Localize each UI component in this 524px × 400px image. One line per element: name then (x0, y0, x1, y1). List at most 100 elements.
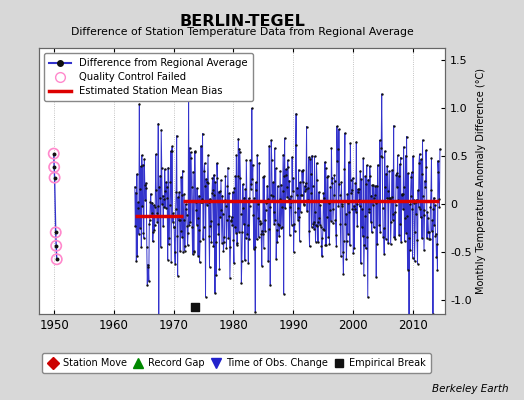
Point (144, 262, 152, 268)
Point (386, 196, 394, 202)
Point (145, 278, 153, 284)
Point (254, 215, 263, 222)
Point (316, 202, 325, 208)
Point (302, 124, 311, 130)
Point (157, 244, 165, 250)
Point (159, 196, 168, 202)
Point (435, 196, 443, 202)
Point (315, 189, 323, 195)
Point (305, 228, 313, 234)
Point (361, 212, 369, 219)
Point (383, 195, 391, 201)
Point (377, 144, 385, 151)
Point (366, 163, 374, 169)
Text: Difference of Station Temperature Data from Regional Average: Difference of Station Temperature Data f… (71, 27, 413, 37)
Point (191, 198, 200, 205)
Point (241, 257, 249, 264)
Point (141, 196, 149, 203)
Point (199, 130, 207, 137)
Point (318, 242, 326, 249)
Point (135, 101, 144, 107)
Point (401, 215, 409, 222)
Point (339, 249, 347, 255)
Point (337, 200, 346, 207)
Point (196, 199, 205, 205)
Point (287, 193, 295, 200)
Point (234, 136, 243, 142)
Point (230, 185, 238, 191)
Point (181, 201, 190, 207)
Point (155, 184, 163, 190)
Point (204, 152, 212, 158)
Point (190, 304, 199, 310)
Point (417, 156, 425, 163)
Point (296, 179, 304, 186)
Point (220, 239, 228, 245)
Point (395, 173, 403, 179)
Point (201, 183, 209, 190)
Point (233, 242, 241, 248)
Point (139, 230, 147, 236)
Point (281, 204, 289, 211)
Point (343, 191, 352, 198)
Point (245, 195, 253, 202)
Point (284, 163, 292, 170)
Point (294, 167, 303, 173)
Point (157, 126, 166, 133)
Point (228, 189, 237, 195)
Point (365, 209, 373, 216)
Point (377, 91, 386, 97)
Point (171, 206, 180, 212)
Point (411, 198, 420, 205)
Point (188, 183, 196, 190)
Point (342, 210, 350, 217)
Point (407, 193, 415, 199)
Point (143, 244, 151, 251)
Point (421, 178, 429, 184)
Point (200, 168, 208, 174)
Point (202, 176, 210, 182)
Point (372, 274, 380, 280)
Point (207, 218, 215, 224)
Point (163, 195, 171, 202)
Point (227, 218, 235, 224)
Point (260, 216, 269, 223)
Point (310, 225, 318, 232)
Point (232, 152, 241, 158)
Point (332, 242, 341, 249)
Point (434, 169, 443, 176)
Point (151, 204, 159, 210)
Point (385, 195, 393, 202)
Point (271, 216, 279, 223)
Point (347, 186, 356, 193)
Point (280, 135, 289, 141)
Point (146, 199, 155, 206)
Point (314, 218, 323, 225)
Point (268, 157, 276, 163)
Point (50, 150, 58, 157)
Point (134, 205, 143, 211)
Point (306, 155, 314, 162)
Point (261, 206, 270, 213)
Point (160, 166, 169, 172)
Point (274, 183, 282, 189)
Point (347, 190, 355, 197)
Point (149, 229, 157, 235)
Point (427, 204, 435, 210)
Point (242, 235, 250, 241)
Point (133, 171, 141, 177)
Point (133, 253, 141, 259)
Point (417, 171, 425, 177)
Point (353, 223, 362, 230)
Point (303, 208, 311, 214)
Point (264, 258, 272, 264)
Point (173, 272, 182, 279)
Point (194, 227, 203, 234)
Point (149, 238, 157, 245)
Point (343, 237, 351, 244)
Point (390, 234, 398, 241)
Point (218, 240, 226, 246)
Point (150, 221, 159, 228)
Point (216, 188, 224, 195)
Point (239, 221, 248, 228)
